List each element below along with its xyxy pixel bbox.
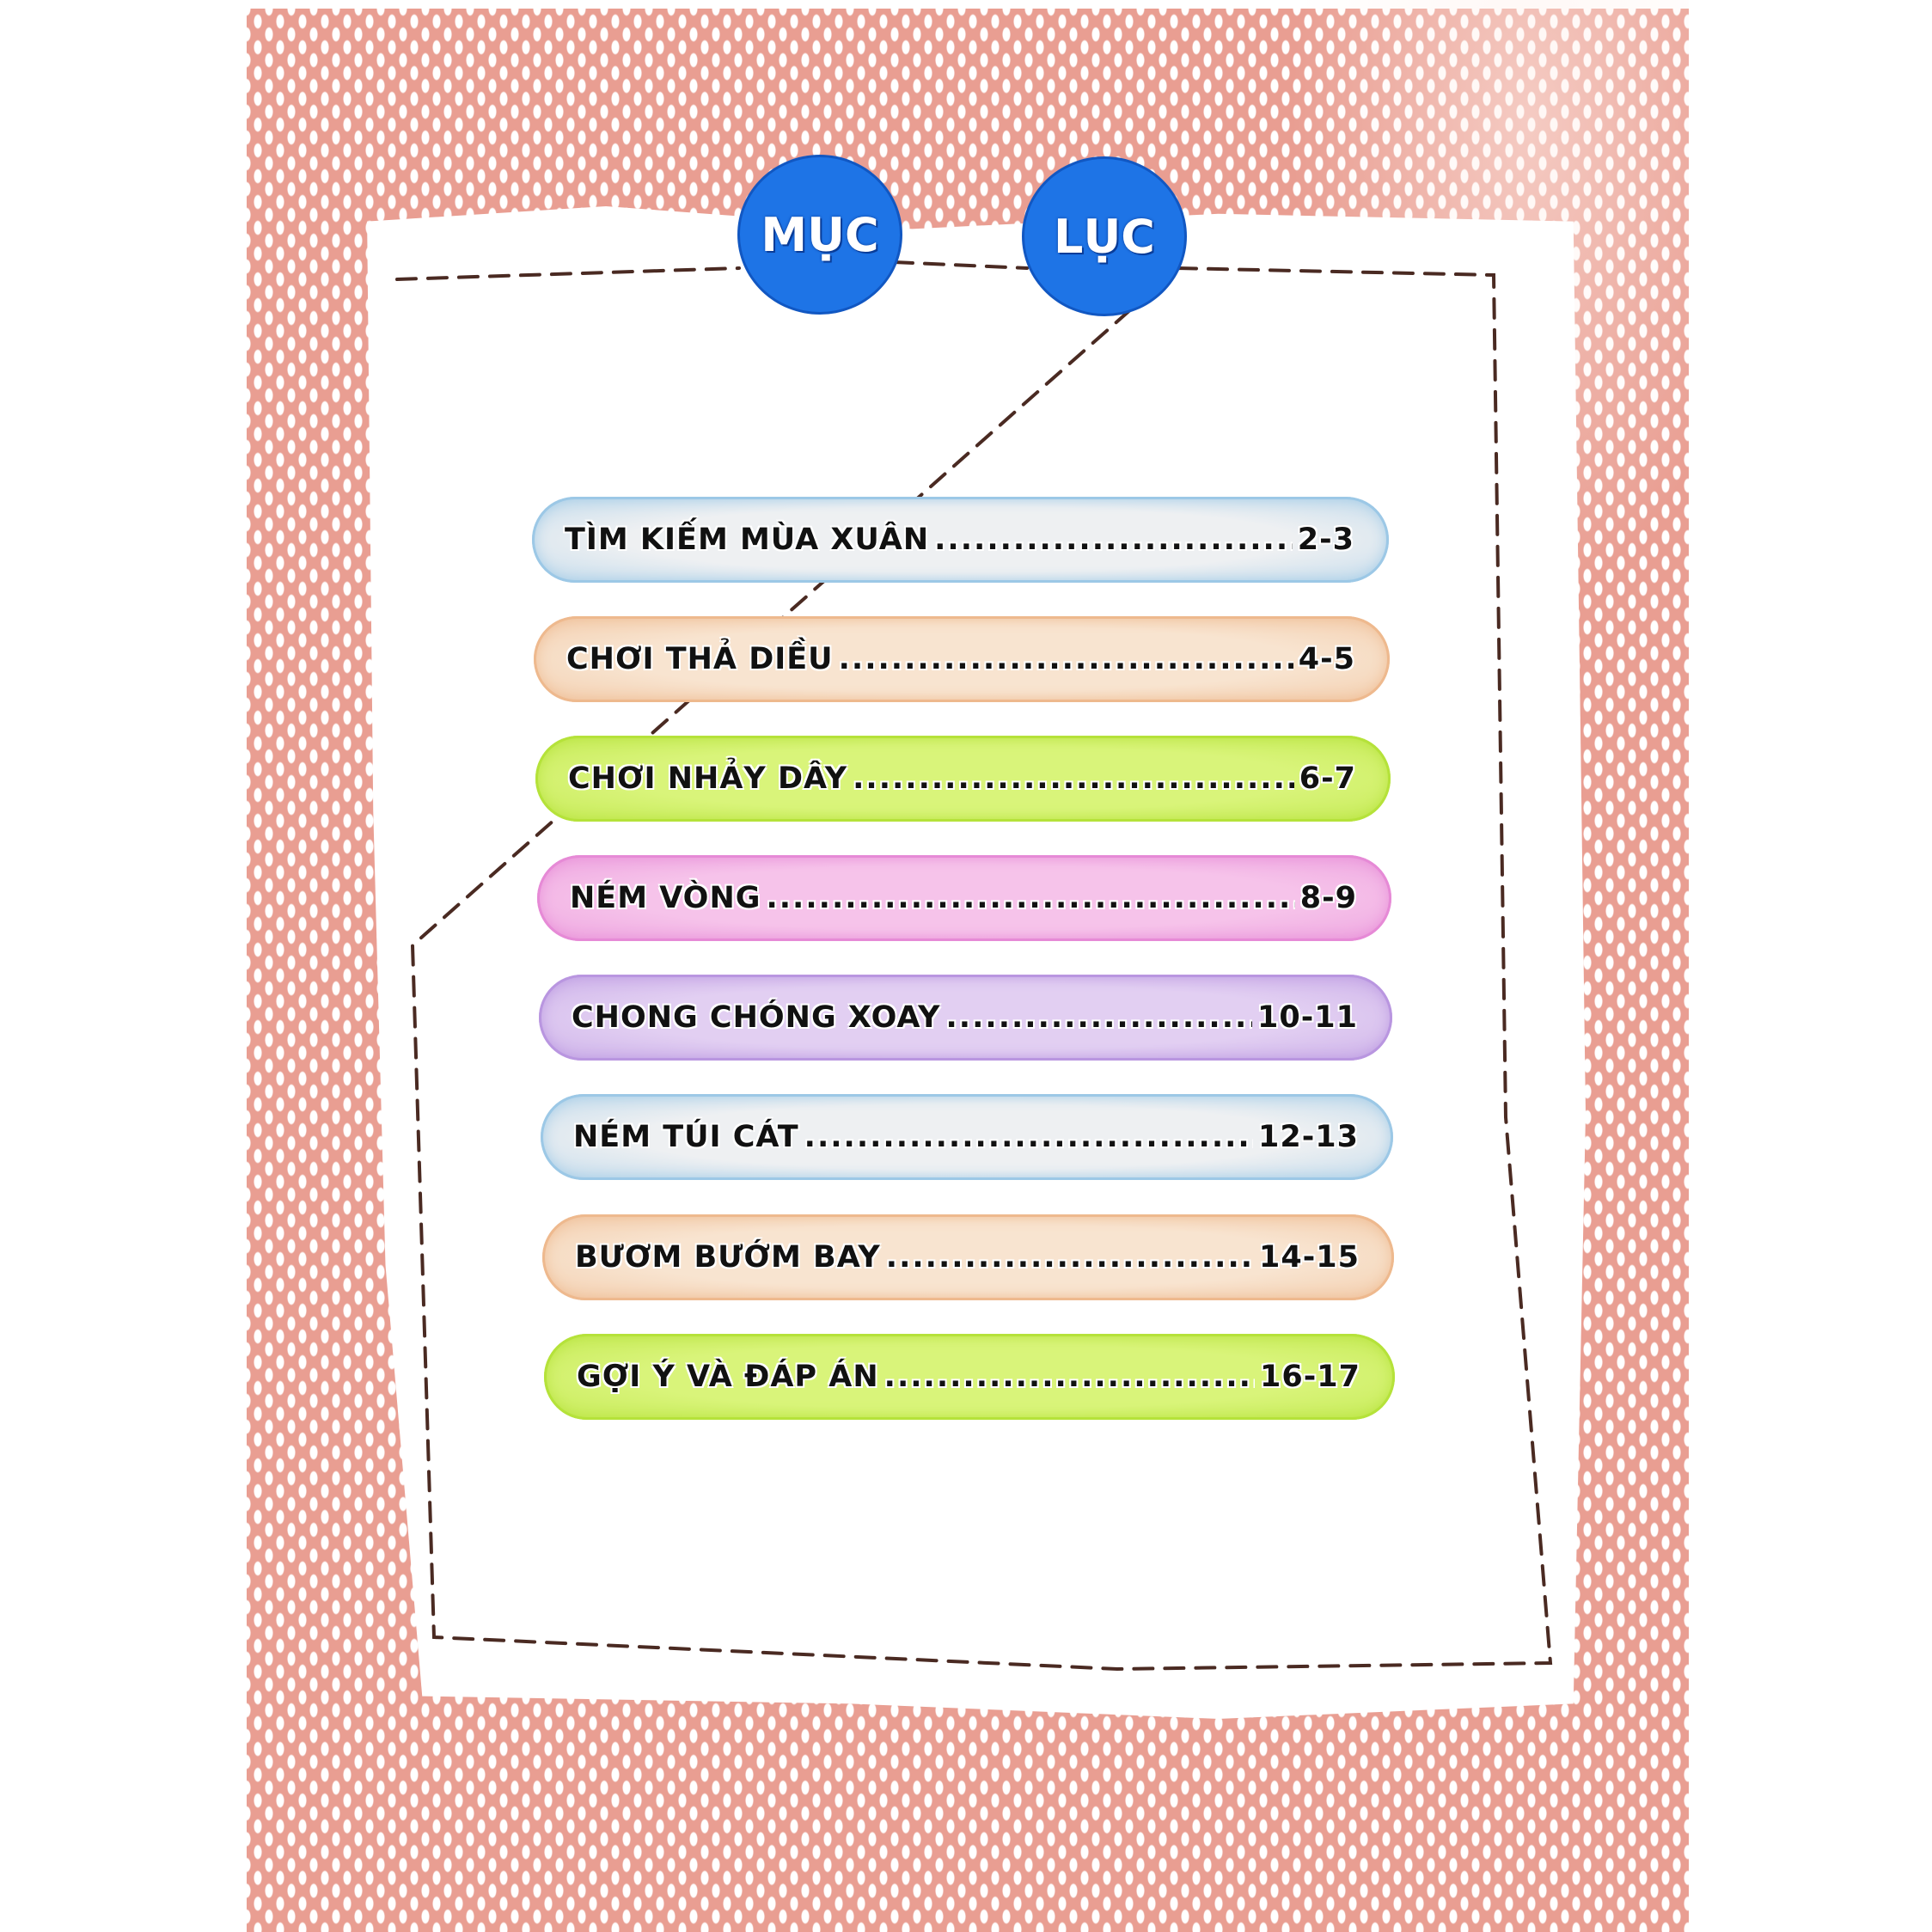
toc-entry-pages: 12-13 — [1258, 1120, 1359, 1154]
toc-entry-pages: 10-11 — [1257, 1000, 1358, 1035]
toc-entry[interactable]: TÌM KIẾM MÙA XUÂN 2-3 — [532, 497, 1389, 583]
dot-leader — [884, 1360, 1255, 1394]
toc-entry[interactable]: NÉM VÒNG 8-9 — [537, 855, 1391, 941]
toc-entry[interactable]: CHƠI NHẢY DÂY 6-7 — [535, 736, 1391, 822]
dot-leader — [886, 1240, 1254, 1275]
title-word-2: LỤC — [1054, 209, 1155, 264]
toc-entry-title: GỢI Ý VÀ ĐÁP ÁN — [577, 1360, 879, 1394]
toc-entry-title: CHƠI THẢ DIỀU — [566, 642, 834, 676]
toc-entry-title: BƯƠM BƯỚM BAY — [575, 1240, 881, 1275]
toc-entry-pages: 4-5 — [1298, 642, 1355, 676]
title-badge-luc: LỤC — [1022, 156, 1187, 316]
toc-entry-pages: 8-9 — [1299, 881, 1357, 915]
toc-entry-title: NÉM TÚI CÁT — [573, 1120, 799, 1154]
toc-entry-pages: 14-15 — [1259, 1240, 1360, 1275]
toc-entry-title: CHONG CHÓNG XOAY — [572, 1000, 941, 1035]
toc-entry-pages: 16-17 — [1260, 1360, 1360, 1394]
toc-entry[interactable]: BƯƠM BƯỚM BAY 14-15 — [542, 1214, 1394, 1300]
dot-leader — [946, 1000, 1253, 1035]
toc-entry-pages: 6-7 — [1299, 761, 1356, 796]
toc-entry-title: CHƠI NHẢY DÂY — [568, 761, 848, 796]
toc-entry[interactable]: NÉM TÚI CÁT 12-13 — [541, 1094, 1393, 1180]
toc-entry-title: TÌM KIẾM MÙA XUÂN — [565, 523, 930, 557]
title-badge-muc: MỤC — [737, 155, 902, 315]
dot-leader — [853, 761, 1294, 796]
title-word-1: MỤC — [761, 207, 879, 262]
dot-leader — [839, 642, 1293, 676]
white-paper-card — [367, 206, 1586, 1719]
toc-entry[interactable]: GỢI Ý VÀ ĐÁP ÁN 16-17 — [544, 1334, 1395, 1420]
toc-entry-title: NÉM VÒNG — [570, 881, 761, 915]
toc-entry-pages: 2-3 — [1297, 523, 1354, 557]
toc-entry[interactable]: CHONG CHÓNG XOAY 10-11 — [539, 975, 1392, 1061]
dot-leader — [766, 881, 1294, 915]
dot-leader — [934, 523, 1293, 557]
toc-entry[interactable]: CHƠI THẢ DIỀU 4-5 — [534, 616, 1390, 702]
dot-leader — [804, 1120, 1253, 1154]
